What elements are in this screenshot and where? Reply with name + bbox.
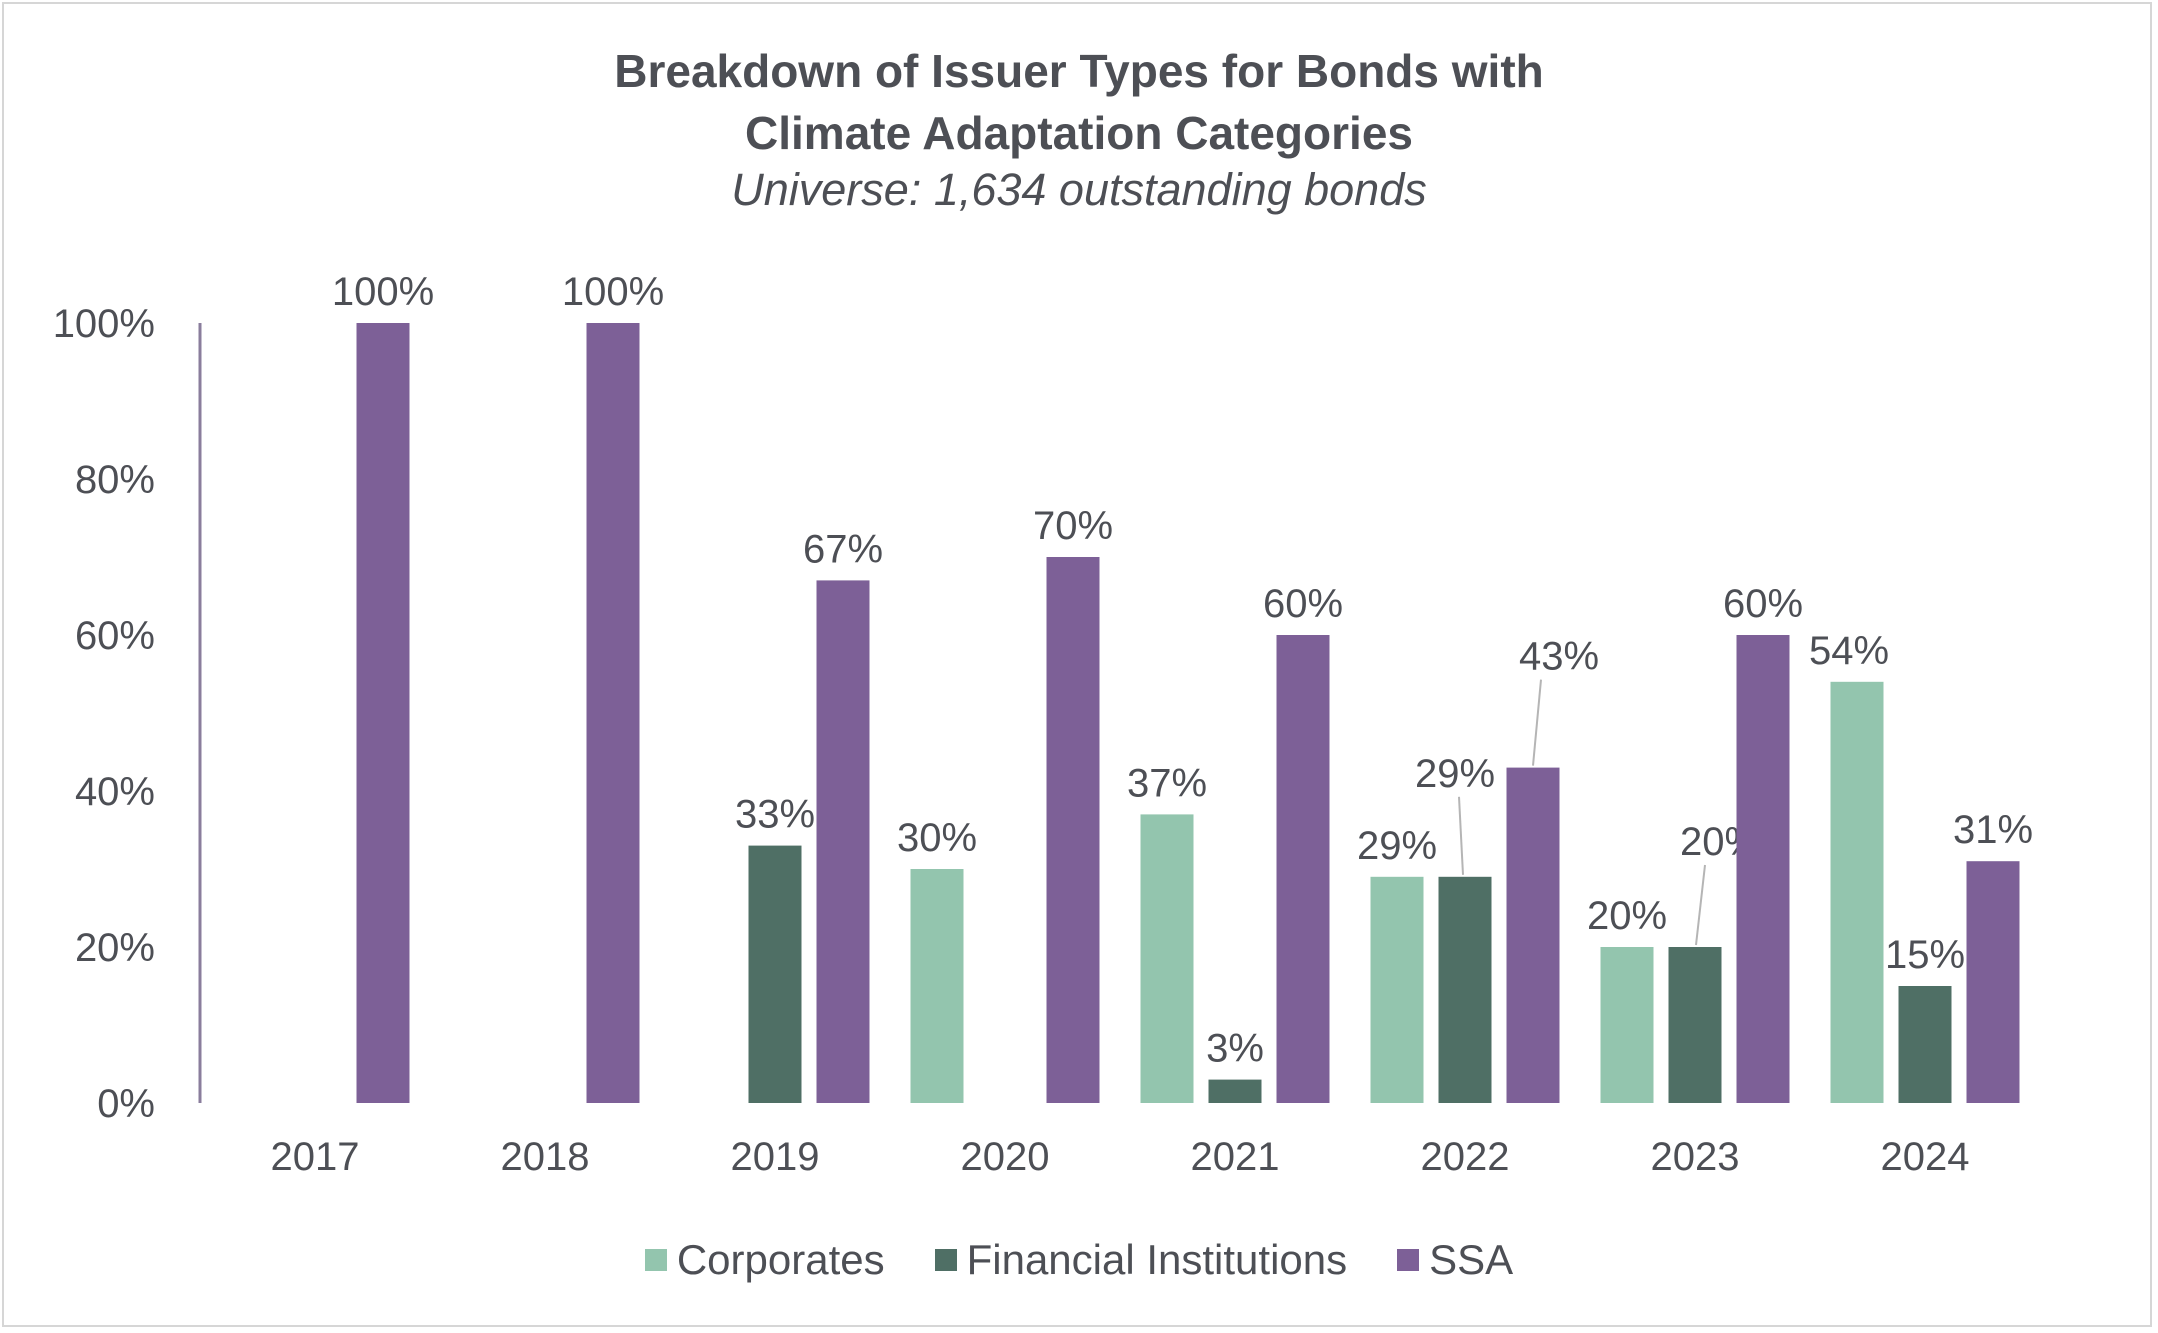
bar-ssa-2020: [1046, 557, 1100, 1103]
bar-corporates-2024: [1830, 681, 1884, 1103]
legend-item-corporates: Corporates: [644, 1236, 885, 1284]
data-label: 20%: [1587, 894, 1667, 938]
y-tick-label: 80%: [75, 458, 155, 502]
data-label: 15%: [1885, 933, 1965, 977]
data-label: 43%: [1519, 635, 1599, 679]
legend: Corporates Financial Institutions SSA: [0, 1230, 2158, 1290]
x-tick-label: 2020: [961, 1135, 1050, 1179]
bar-ssa-2017: [356, 323, 410, 1103]
bar-corporates-2020: [910, 869, 964, 1103]
x-tick-label: 2019: [731, 1135, 820, 1179]
data-label: 29%: [1415, 752, 1495, 796]
legend-swatch-ssa: [1397, 1249, 1420, 1271]
data-label-leader-line: [1695, 864, 1706, 946]
y-tick-label: 0%: [97, 1082, 155, 1126]
y-tick-label: 40%: [75, 770, 155, 814]
chart-subtitle: Universe: 1,634 outstanding bonds: [731, 164, 1427, 215]
y-tick-label: 100%: [53, 302, 155, 346]
x-tick-label: 2023: [1651, 1135, 1740, 1179]
x-tick-label: 2021: [1191, 1135, 1280, 1179]
bar-corporates-2023: [1600, 947, 1654, 1103]
bar-ssa-2022: [1506, 767, 1560, 1103]
data-label: 67%: [803, 527, 883, 571]
data-label-leader-line: [1458, 796, 1464, 875]
bar-financial-institutions-2021: [1208, 1079, 1262, 1103]
data-label: 100%: [332, 270, 434, 314]
bar-financial-institutions-2024: [1898, 986, 1952, 1103]
data-label: 54%: [1809, 629, 1889, 673]
data-label: 30%: [897, 816, 977, 860]
x-tick-label: 2018: [501, 1135, 590, 1179]
data-label: 29%: [1357, 824, 1437, 868]
legend-label-ssa: SSA: [1429, 1236, 1514, 1283]
bar-ssa-2021: [1276, 635, 1330, 1103]
data-label: 60%: [1263, 582, 1343, 626]
x-tick-label: 2024: [1881, 1135, 1970, 1179]
bar-corporates-2022: [1370, 876, 1424, 1103]
bar-ssa-2023: [1736, 635, 1790, 1103]
bar-ssa-2024: [1966, 861, 2020, 1103]
legend-swatch-corporates: [644, 1249, 667, 1271]
bar-ssa-2019: [816, 580, 870, 1103]
data-label: 70%: [1033, 504, 1113, 548]
x-tick-label: 2017: [271, 1135, 360, 1179]
bar-ssa-2018: [586, 323, 640, 1103]
chart-title-line2: Climate Adaptation Categories: [745, 107, 1413, 159]
data-label: 31%: [1953, 808, 2033, 852]
legend-label-corporates: Corporates: [676, 1236, 885, 1283]
legend-swatch-financial-institutions: [934, 1249, 957, 1271]
bar-financial-institutions-2019: [748, 845, 802, 1103]
bar-corporates-2021: [1140, 814, 1194, 1103]
legend-label-financial-institutions: Financial Institutions: [966, 1236, 1348, 1283]
bar-financial-institutions-2022: [1438, 876, 1492, 1103]
y-tick-label: 20%: [75, 926, 155, 970]
legend-item-financial-institutions: Financial Institutions: [934, 1236, 1348, 1284]
legend-item-ssa: SSA: [1397, 1236, 1513, 1284]
y-tick-label: 60%: [75, 614, 155, 658]
x-tick-label: 2022: [1421, 1135, 1510, 1179]
data-label: 60%: [1723, 582, 1803, 626]
bar-financial-institutions-2023: [1668, 947, 1722, 1103]
chart-title-line1: Breakdown of Issuer Types for Bonds with: [614, 45, 1544, 97]
data-label: 3%: [1206, 1027, 1264, 1071]
data-label-leader-line: [1532, 679, 1542, 766]
data-label: 100%: [562, 270, 664, 314]
data-label: 33%: [735, 793, 815, 837]
data-label: 37%: [1127, 761, 1207, 805]
